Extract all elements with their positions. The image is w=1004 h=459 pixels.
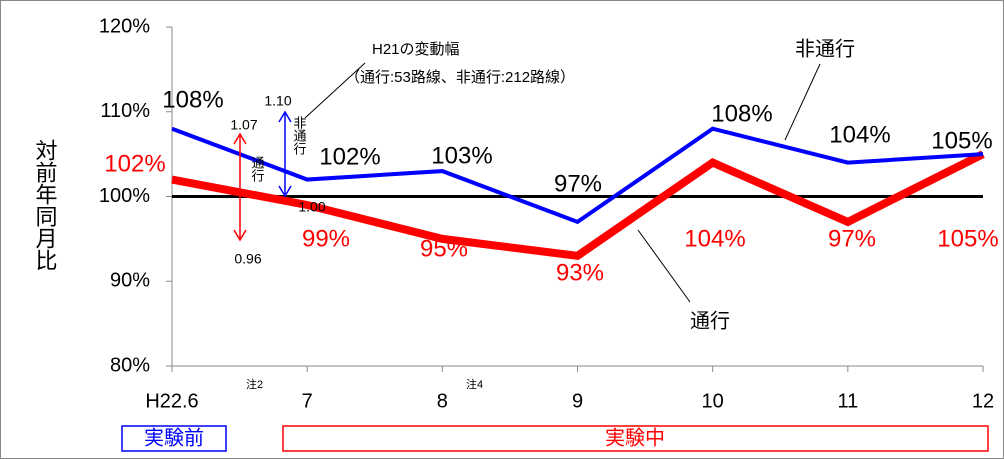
data-label: 104% xyxy=(829,121,890,148)
y-tick-label: 80% xyxy=(110,354,150,376)
x-tick-label: H22.6 xyxy=(145,390,198,412)
range-arrow xyxy=(278,110,292,198)
series-label: 通行 xyxy=(690,309,730,332)
range-label: 1.07 xyxy=(230,117,257,133)
period-box xyxy=(282,425,989,452)
y-tick-label: 90% xyxy=(110,270,150,292)
y-tick-label: 110% xyxy=(100,100,150,122)
period-label: 実験前 xyxy=(144,426,204,449)
period-label: 実験中 xyxy=(605,426,665,449)
y-axis-label: 対前年同月比 xyxy=(33,139,58,271)
data-label: 95% xyxy=(420,235,468,262)
series-line xyxy=(171,150,985,260)
data-label: 102% xyxy=(104,150,165,177)
data-label: 99% xyxy=(302,225,350,252)
y-tick-label: 100% xyxy=(99,185,150,207)
data-label: 105% xyxy=(937,225,998,252)
x-tick-label: 11 xyxy=(837,390,858,412)
leader-line xyxy=(304,62,366,119)
data-label: 97% xyxy=(554,170,602,197)
annotation: H21の変動幅 xyxy=(372,41,460,58)
note: 注2 xyxy=(246,377,263,391)
data-label: 108% xyxy=(162,86,223,113)
data-label: 93% xyxy=(556,259,604,286)
series-label: 非通行 xyxy=(795,37,855,60)
leader-line xyxy=(637,229,691,303)
data-label: 102% xyxy=(319,143,380,170)
y-tick-label: 120% xyxy=(99,15,150,37)
range-label: 0.96 xyxy=(234,251,261,267)
note: 注4 xyxy=(466,377,483,391)
x-tick-label: 7 xyxy=(302,390,313,412)
x-tick-label: 12 xyxy=(972,390,994,412)
data-label: 97% xyxy=(828,225,876,252)
range-name: 非通行 xyxy=(292,116,307,156)
leader-line xyxy=(784,63,821,141)
data-label: 104% xyxy=(684,225,745,252)
x-tick-label: 10 xyxy=(702,390,724,412)
annotation: （通行:53路線、非通行:212路線） xyxy=(345,69,575,86)
range-arrow xyxy=(233,132,247,242)
range-label: 1.00 xyxy=(298,199,325,215)
x-tick-label: 9 xyxy=(572,390,583,412)
range-label: 1.10 xyxy=(264,93,291,109)
data-label: 108% xyxy=(711,100,772,127)
range-name: 通行 xyxy=(250,156,265,183)
x-tick-label: 8 xyxy=(437,390,448,412)
data-label: 105% xyxy=(931,127,992,154)
series-line xyxy=(171,126,984,225)
data-label: 103% xyxy=(431,142,492,169)
period-box xyxy=(121,425,227,452)
